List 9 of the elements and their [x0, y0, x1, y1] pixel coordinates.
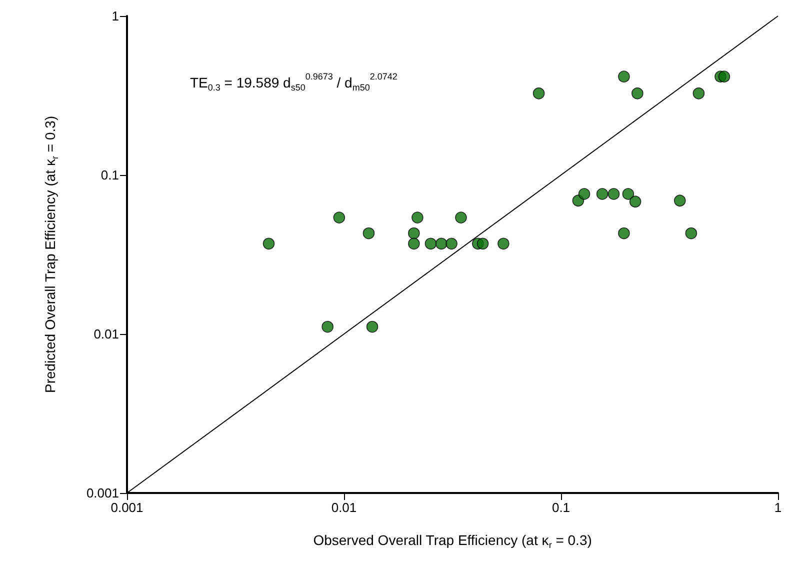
y-tick-label: 0.01: [94, 326, 119, 342]
y-tick-label: 0.001: [86, 486, 119, 500]
y-tick-label: 1: [112, 8, 119, 24]
x-tick-label: 0.1: [552, 500, 570, 515]
x-tick-label: 1: [774, 500, 782, 515]
x-tick-label: 0.001: [110, 500, 144, 515]
y-tick-label: 0.1: [100, 168, 119, 182]
x-tick-label: 0.01: [331, 500, 357, 515]
y-axis-title: Predicted Overall Trap Efficiency (at κr = 0.3): [42, 116, 60, 394]
